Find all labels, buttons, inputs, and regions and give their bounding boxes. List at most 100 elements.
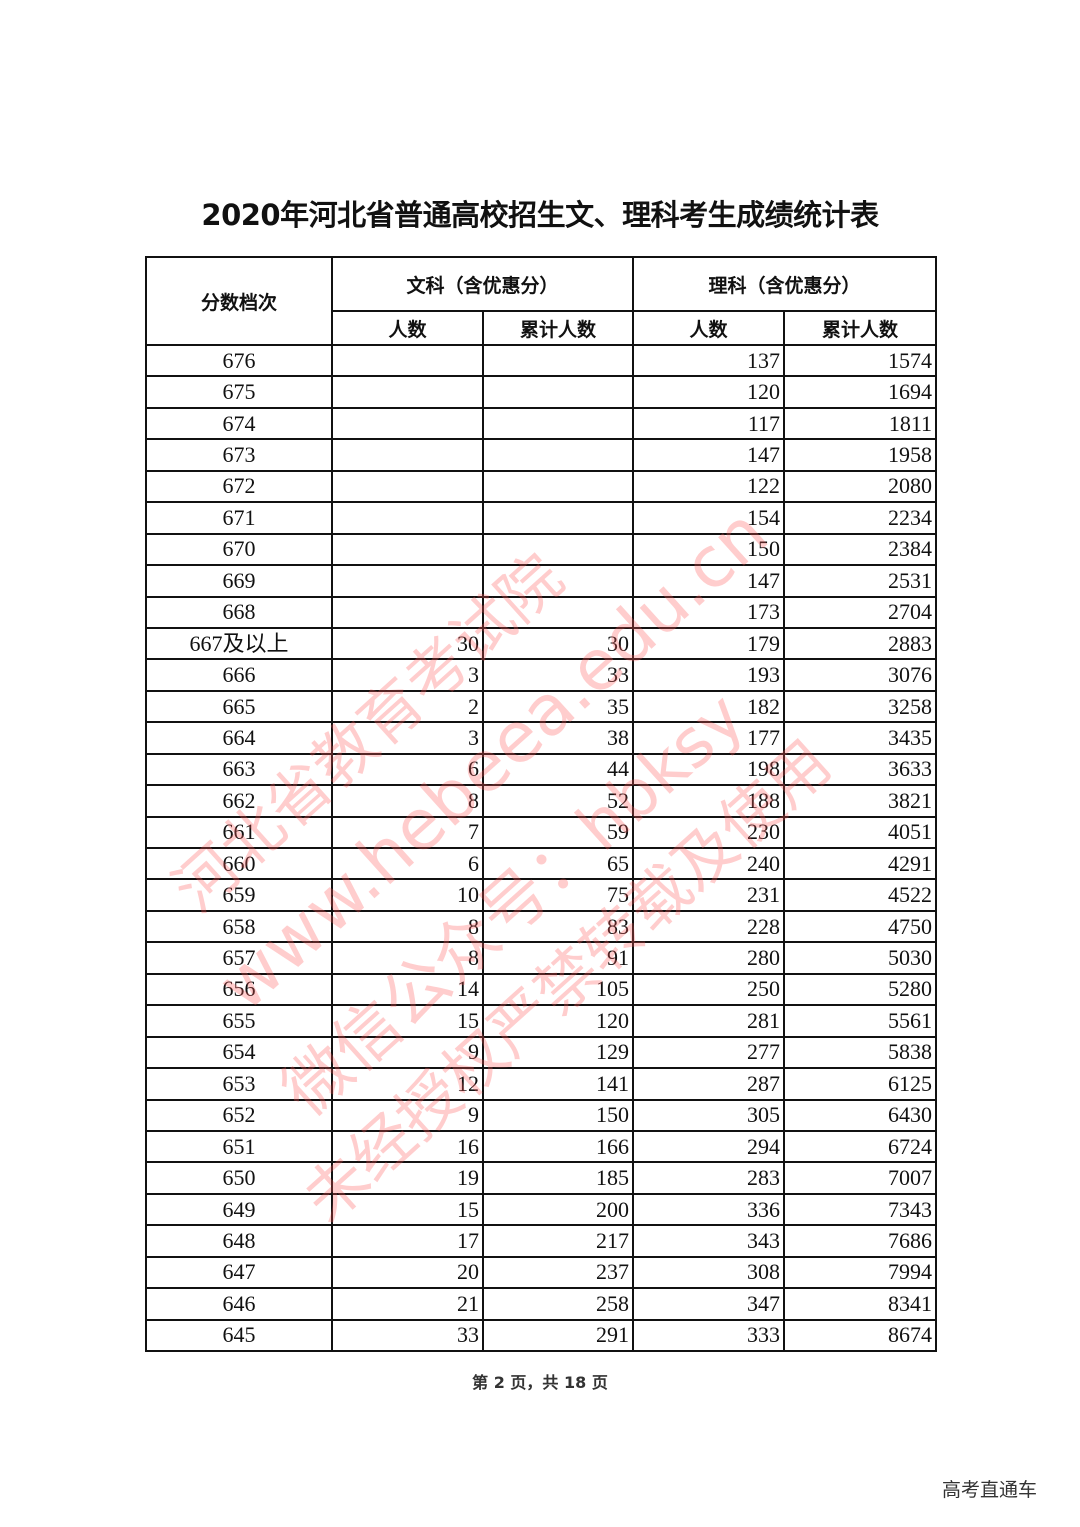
cell-li-cum: 2883 bbox=[783, 626, 938, 661]
table-row: 662 8 52 188 3821 bbox=[145, 784, 938, 818]
cell-li-cum: 6125 bbox=[783, 1067, 938, 1101]
header-li-cumulative: 累计人数 bbox=[783, 310, 938, 346]
cell-wen-n: 10 bbox=[331, 878, 484, 912]
cell-li-cum: 1574 bbox=[783, 343, 938, 378]
cell-wen-cum: 44 bbox=[481, 752, 635, 787]
cell-wen-n: 14 bbox=[331, 972, 484, 1007]
cell-wen-cum bbox=[481, 438, 635, 472]
table-row: 645 33 291 333 8674 bbox=[145, 1318, 938, 1353]
cell-li-n: 198 bbox=[632, 752, 786, 787]
cell-li-n: 305 bbox=[632, 1098, 786, 1132]
cell-wen-n: 30 bbox=[331, 626, 484, 661]
cell-wen-cum: 291 bbox=[481, 1318, 635, 1353]
cell-wen-cum: 166 bbox=[481, 1129, 635, 1164]
cell-wen-cum bbox=[481, 343, 635, 378]
cell-li-n: 228 bbox=[632, 909, 786, 944]
cell-li-n: 179 bbox=[632, 626, 786, 661]
cell-score: 653 bbox=[145, 1067, 333, 1101]
cell-score: 663 bbox=[145, 752, 333, 787]
cell-li-n: 147 bbox=[632, 564, 786, 598]
cell-li-cum: 4522 bbox=[783, 878, 938, 912]
cell-li-n: 280 bbox=[632, 941, 786, 975]
cell-wen-n: 8 bbox=[331, 941, 484, 975]
cell-li-cum: 2704 bbox=[783, 595, 938, 629]
header-li-group: 理科（含优惠分） bbox=[632, 256, 938, 312]
cell-wen-n: 9 bbox=[331, 1035, 484, 1070]
cell-wen-cum: 83 bbox=[481, 909, 635, 944]
cell-wen-cum: 59 bbox=[481, 815, 635, 850]
cell-score: 652 bbox=[145, 1098, 333, 1132]
cell-li-cum: 5561 bbox=[783, 1004, 938, 1038]
cell-li-n: 117 bbox=[632, 406, 786, 441]
cell-li-cum: 6724 bbox=[783, 1129, 938, 1164]
cell-wen-cum: 75 bbox=[481, 878, 635, 912]
cell-li-cum: 1694 bbox=[783, 375, 938, 409]
cell-wen-n: 20 bbox=[331, 1255, 484, 1290]
table-row: 655 15 120 281 5561 bbox=[145, 1004, 938, 1038]
cell-score: 658 bbox=[145, 909, 333, 944]
cell-wen-n: 8 bbox=[331, 909, 484, 944]
cell-li-n: 177 bbox=[632, 721, 786, 755]
cell-li-n: 333 bbox=[632, 1318, 786, 1353]
cell-wen-cum bbox=[481, 595, 635, 629]
table-row: 652 9 150 305 6430 bbox=[145, 1098, 938, 1132]
cell-wen-n: 6 bbox=[331, 752, 484, 787]
cell-li-n: 343 bbox=[632, 1224, 786, 1258]
cell-wen-n bbox=[331, 469, 484, 504]
table-row: 676 137 1574 bbox=[145, 343, 938, 378]
cell-score: 668 bbox=[145, 595, 333, 629]
cell-wen-n: 6 bbox=[331, 846, 484, 881]
cell-score: 667及以上 bbox=[145, 626, 333, 661]
cell-li-n: 173 bbox=[632, 595, 786, 629]
cell-wen-cum: 237 bbox=[481, 1255, 635, 1290]
cell-li-n: 308 bbox=[632, 1255, 786, 1290]
cell-wen-cum: 185 bbox=[481, 1161, 635, 1195]
table-row: 660 6 65 240 4291 bbox=[145, 846, 938, 881]
cell-li-n: 347 bbox=[632, 1287, 786, 1321]
cell-wen-n bbox=[331, 343, 484, 378]
cell-score: 647 bbox=[145, 1255, 333, 1290]
cell-li-cum: 3076 bbox=[783, 658, 938, 692]
cell-wen-n: 7 bbox=[331, 815, 484, 850]
cell-li-n: 150 bbox=[632, 532, 786, 567]
cell-li-cum: 2384 bbox=[783, 532, 938, 567]
table-row: 653 12 141 287 6125 bbox=[145, 1067, 938, 1101]
cell-wen-cum: 258 bbox=[481, 1287, 635, 1321]
table-row: 672 122 2080 bbox=[145, 469, 938, 504]
header-score: 分数档次 bbox=[145, 256, 333, 346]
cell-li-cum: 7343 bbox=[783, 1192, 938, 1227]
table-row: 657 8 91 280 5030 bbox=[145, 941, 938, 975]
cell-li-cum: 7686 bbox=[783, 1224, 938, 1258]
header-li-count: 人数 bbox=[632, 310, 786, 346]
cell-li-cum: 4291 bbox=[783, 846, 938, 881]
cell-score: 661 bbox=[145, 815, 333, 850]
table-row: 671 154 2234 bbox=[145, 501, 938, 535]
cell-wen-n bbox=[331, 595, 484, 629]
cell-wen-cum: 33 bbox=[481, 658, 635, 692]
cell-score: 672 bbox=[145, 469, 333, 504]
table-row: 666 3 33 193 3076 bbox=[145, 658, 938, 692]
cell-wen-n: 8 bbox=[331, 784, 484, 818]
cell-li-n: 122 bbox=[632, 469, 786, 504]
cell-wen-n: 21 bbox=[331, 1287, 484, 1321]
cell-score: 671 bbox=[145, 501, 333, 535]
cell-li-cum: 3258 bbox=[783, 689, 938, 724]
cell-wen-cum: 52 bbox=[481, 784, 635, 818]
table-row: 647 20 237 308 7994 bbox=[145, 1255, 938, 1290]
cell-wen-n: 12 bbox=[331, 1067, 484, 1101]
cell-wen-cum: 217 bbox=[481, 1224, 635, 1258]
cell-wen-cum bbox=[481, 501, 635, 535]
cell-wen-n bbox=[331, 532, 484, 567]
table-row: 665 2 35 182 3258 bbox=[145, 689, 938, 724]
score-statistics-table: 分数档次 文科（含优惠分） 理科（含优惠分） 人数 累计人数 人数 累计人数 6… bbox=[145, 256, 938, 1353]
cell-li-cum: 2531 bbox=[783, 564, 938, 598]
cell-wen-cum bbox=[481, 375, 635, 409]
cell-li-n: 240 bbox=[632, 846, 786, 881]
cell-li-n: 277 bbox=[632, 1035, 786, 1070]
cell-li-cum: 1958 bbox=[783, 438, 938, 472]
cell-score: 645 bbox=[145, 1318, 333, 1353]
cell-score: 656 bbox=[145, 972, 333, 1007]
cell-li-n: 154 bbox=[632, 501, 786, 535]
cell-li-n: 281 bbox=[632, 1004, 786, 1038]
cell-li-cum: 3821 bbox=[783, 784, 938, 818]
